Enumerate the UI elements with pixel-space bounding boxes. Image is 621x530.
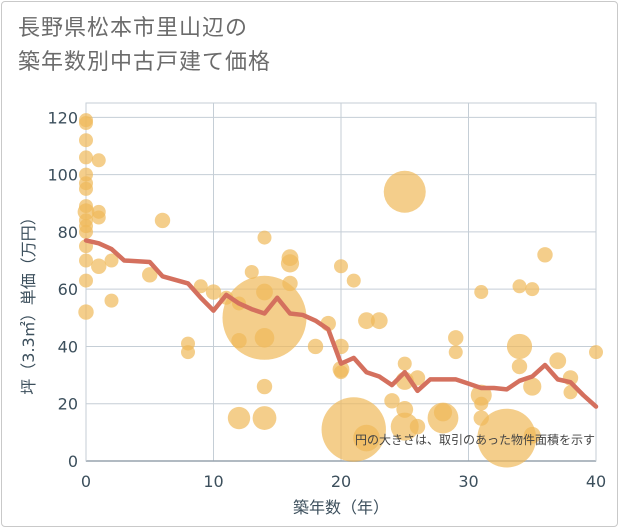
bubble-point-31 [227,406,251,430]
bubble-point-73 [525,282,540,297]
x-axis-ticks: 0 10 20 30 40 [81,472,606,491]
bubble-point-53 [384,393,400,409]
average-line [83,238,599,409]
bubble-point-72 [511,358,528,375]
x-tick-label-0: 0 [81,472,91,491]
bubble-point-26 [193,279,208,294]
x-tick-label-3: 30 [458,472,478,491]
bubble-point-1 [79,116,93,131]
bubble-point-75 [523,426,541,444]
bubble-point-38 [252,406,277,430]
bubble-point-52 [370,312,388,330]
size-note: 円の大きさは、取引のあった物件面積を示す [355,432,595,447]
bubble-point-80 [589,345,603,360]
y-tick-label-1: 20 [58,395,78,414]
bubble-point-70 [512,279,527,294]
bubble-point-25 [181,345,195,360]
bubble-point-55 [397,356,412,371]
bubble-point-13 [79,253,93,268]
chart-title-line-2: 築年数別中古戸建て価格 [18,50,272,75]
bubble-point-48 [346,273,361,288]
bubble-point-69 [477,408,537,468]
x-axis-title: 築年数（年） [293,498,389,517]
y-tick-label-2: 40 [58,337,78,356]
y-tick-label-4: 80 [58,223,78,242]
bubble-point-64 [448,345,463,360]
bubble-point-65 [474,285,489,300]
x-tick-label-4: 40 [586,472,606,491]
bubble-point-47 [334,365,348,380]
y-axis-ticks: 0 20 40 60 80 100 120 [47,108,78,471]
bubble-point-32 [244,264,259,279]
bubble-point-2 [79,133,93,148]
bubble-point-51 [353,424,380,452]
bubble-point-54 [383,170,426,213]
bubble-point-76 [537,247,553,263]
y-tick-label-5: 100 [47,166,78,185]
y-axis-title: 坪（3.3㎡）単価（万円） [19,209,38,394]
bubble-point-62 [433,403,453,422]
bubble-point-16 [91,153,106,168]
bubble-point-6 [79,181,93,196]
bubble-point-67 [474,396,489,411]
bubble-point-40 [280,254,300,273]
bubble-point-50 [358,312,375,330]
bubble-point-77 [549,352,567,370]
bubble-point-19 [91,258,107,274]
y-tick-label-6: 120 [47,108,78,127]
bubble-point-11 [79,224,93,239]
bubble-point-37 [256,378,273,395]
bubble-point-63 [448,330,464,346]
bubble-point-42 [307,338,324,355]
average-line-series [83,238,599,409]
bubble-point-35 [222,275,307,360]
bubble-point-44 [334,259,348,274]
chart-title-line-1: 長野県松本市里山辺の [18,16,249,41]
bubble-point-58 [390,412,419,441]
y-tick-label-3: 60 [58,280,78,299]
chart-title: 長野県松本市里山辺の 築年数別中古戸建て価格 [18,12,271,80]
bubble-point-27 [205,284,222,300]
bubble-point-3 [79,150,93,165]
bubble-point-20 [104,253,119,268]
bubble-point-21 [104,293,119,308]
bubble-point-22 [142,267,158,283]
x-tick-label-1: 10 [203,472,223,491]
bubble-point-33 [257,230,272,245]
bubble-point-15 [78,304,94,320]
bubble-point-14 [79,273,93,288]
bubble-point-36 [254,328,275,348]
bubble-point-23 [154,212,171,229]
bubble-point-71 [506,333,533,360]
bubble-point-74 [523,377,542,396]
bubble-series [77,113,603,468]
bubble-point-60 [409,418,426,435]
bubble-point-41 [282,275,298,292]
bubble-point-18 [91,210,106,225]
x-tick-label-2: 20 [331,472,351,491]
y-tick-label-0: 0 [68,452,78,471]
